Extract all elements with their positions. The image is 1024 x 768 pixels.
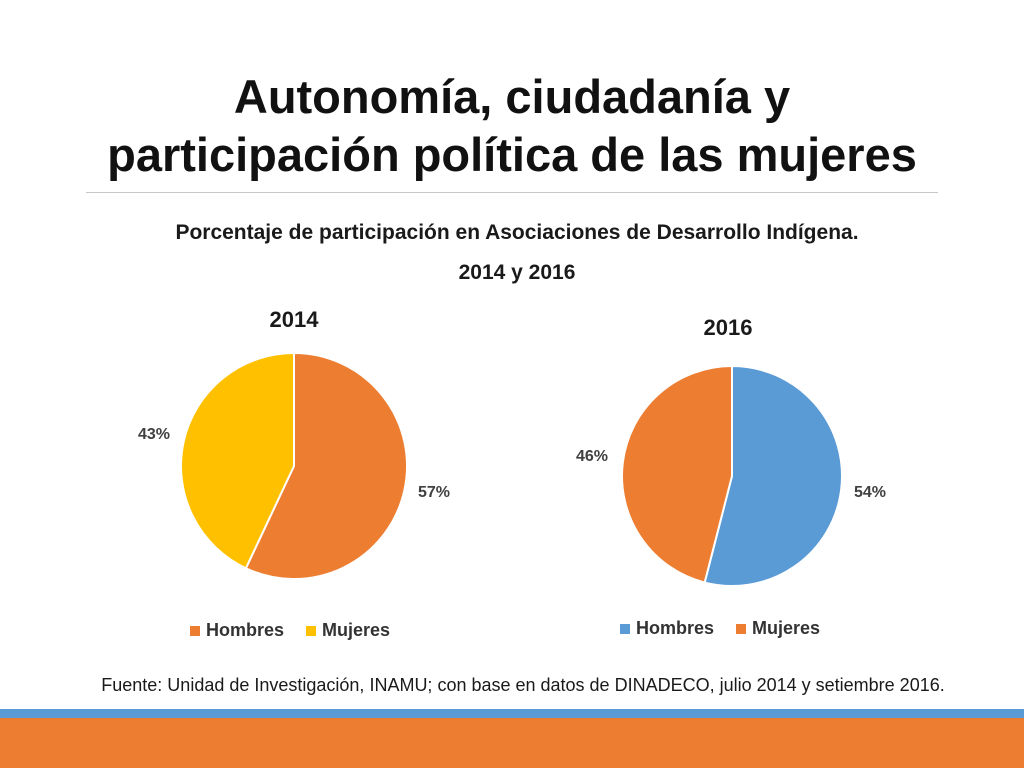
chart-subtitle-line-2: 2014 y 2016 (458, 261, 576, 284)
legend-item-hombres: Hombres (190, 620, 284, 641)
footer-band-orange (0, 718, 1024, 768)
chart-subtitle-line-1: Porcentaje de participación en Asociacio… (175, 221, 859, 244)
footer-band-blue (0, 709, 1024, 718)
pie-slice-mujeres (180, 351, 295, 570)
source-note: Fuente: Unidad de Investigación, INAMU; … (101, 675, 945, 695)
chart-2014-pie: 57% 43% (138, 351, 450, 580)
legend-item-mujeres: Mujeres (306, 620, 390, 641)
legend-item-mujeres: Mujeres (736, 618, 820, 639)
chart-2016-title: 2016 (703, 315, 753, 340)
title-divider (86, 192, 938, 193)
legend-swatch-mujeres (736, 623, 747, 634)
legend-label-mujeres: Mujeres (322, 620, 391, 640)
chart-2016-pie: 54% 46% (576, 364, 886, 587)
pie-slice-hombres (703, 364, 843, 587)
legend-label-hombres: Hombres (636, 618, 715, 638)
pie-slice-mujeres (621, 364, 733, 584)
data-label-mujeres: 43% (138, 426, 170, 443)
slide-title-line-1: Autonomía, ciudadanía y (233, 70, 791, 123)
legend-item-hombres: Hombres (620, 618, 714, 639)
legend-swatch-mujeres (306, 625, 317, 636)
legend-swatch-hombres (190, 625, 200, 636)
chart-2016-legend: Hombres Mujeres (620, 618, 842, 639)
chart-2014-legend: Hombres Mujeres (190, 620, 412, 641)
slide-title-line-2: participación política de las mujeres (107, 128, 917, 181)
slide-title: Autonomía, ciudadanía y participación po… (0, 68, 1024, 184)
chart-2014-title: 2014 (269, 307, 319, 332)
data-label-hombres: 57% (418, 484, 450, 501)
data-label-mujeres: 46% (576, 448, 608, 465)
legend-swatch-hombres (620, 623, 630, 634)
legend-label-mujeres: Mujeres (752, 618, 821, 638)
pie-slice-hombres (244, 351, 408, 580)
data-label-hombres: 54% (854, 484, 886, 501)
legend-label-hombres: Hombres (206, 620, 285, 640)
